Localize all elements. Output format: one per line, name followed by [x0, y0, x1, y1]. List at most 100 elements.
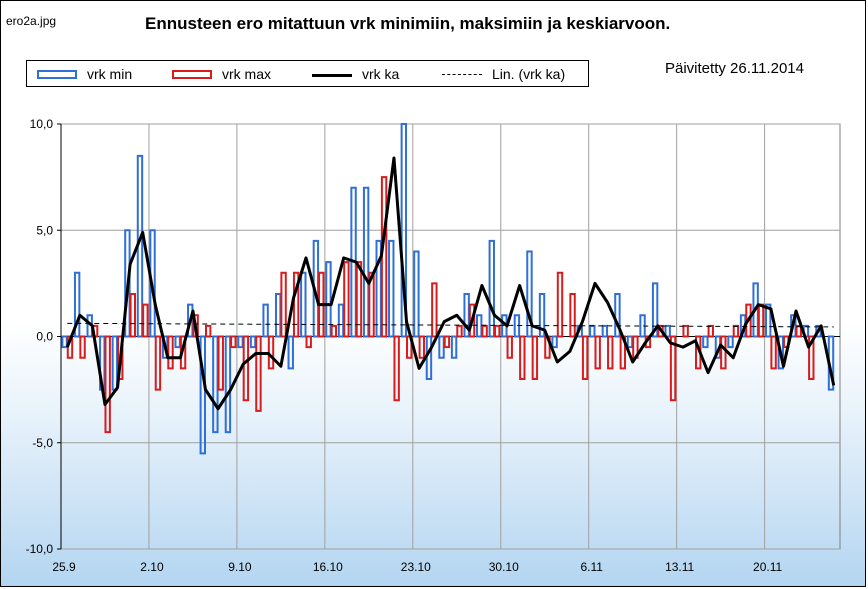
- bar-vrk-min: [325, 261, 332, 338]
- bar-vrk-min: [413, 250, 420, 338]
- bar-vrk-max: [167, 335, 174, 370]
- x-tick-label: 30.10: [489, 560, 519, 574]
- bar-vrk-max: [594, 335, 601, 370]
- bar-vrk-max: [393, 335, 400, 402]
- bar-vrk-max: [720, 335, 727, 370]
- bar-vrk-max: [217, 335, 224, 391]
- legend-swatch-vrk-min: [37, 70, 77, 79]
- bar-vrk-max: [204, 324, 212, 338]
- bar-vrk-max: [607, 335, 614, 370]
- legend-label-trend: Lin. (vrk ka): [492, 66, 566, 82]
- x-tick-label: 23.10: [401, 560, 431, 574]
- bar-vrk-max: [292, 271, 300, 338]
- bar-vrk-min: [161, 335, 169, 359]
- bar-vrk-max: [355, 261, 363, 338]
- line-vrk-ka: [65, 156, 836, 411]
- legend-label-vrk-ka: vrk ka: [362, 66, 400, 82]
- bar-vrk-min: [764, 303, 772, 338]
- bar-vrk-max: [154, 335, 162, 391]
- bar-vrk-min: [274, 293, 282, 338]
- x-tick-label: 16.10: [313, 560, 343, 574]
- bar-vrk-max: [431, 282, 438, 338]
- bar-vrk-min: [463, 293, 470, 338]
- bar-vrk-min: [526, 250, 533, 338]
- bar-vrk-max: [808, 335, 815, 380]
- x-tick-label: 25.9: [52, 560, 76, 574]
- bar-vrk-max: [468, 303, 476, 338]
- bar-vrk-max: [267, 335, 275, 370]
- bar-vrk-min: [224, 335, 232, 434]
- bar-vrk-max: [443, 335, 451, 349]
- bar-vrk-max: [343, 261, 350, 338]
- legend-label-vrk-min: vrk min: [87, 66, 133, 82]
- bar-vrk-min: [538, 293, 546, 338]
- bar-vrk-min: [727, 335, 734, 349]
- bar-vrk-max: [305, 335, 312, 349]
- bar-vrk-min: [212, 335, 219, 434]
- bar-vrk-max: [707, 324, 714, 338]
- bar-vrk-min: [249, 335, 257, 349]
- bar-vrk-min: [488, 239, 495, 338]
- bar-vrk-min: [589, 324, 596, 338]
- legend-line-vrk-ka: [312, 74, 352, 77]
- legend: vrk min vrk max vrk ka Lin. (vrk ka): [26, 60, 589, 87]
- file-label: ero2a.jpg: [6, 14, 57, 28]
- legend-label-vrk-max: vrk max: [222, 66, 271, 82]
- bar-vrk-max: [669, 335, 677, 402]
- y-tick-label: 5,0: [36, 223, 53, 237]
- bar-vrk-max: [330, 324, 338, 338]
- bar-vrk-max: [129, 293, 137, 338]
- bar-vrk-min: [438, 335, 445, 359]
- bar-vrk-max: [368, 271, 375, 338]
- bar-vrk-min: [777, 335, 784, 370]
- bar-vrk-min: [425, 335, 433, 380]
- bar-vrk-min: [815, 324, 822, 338]
- bar-vrk-max: [581, 335, 589, 380]
- bar-vrk-min: [61, 335, 68, 349]
- bar-vrk-min: [73, 271, 81, 338]
- bar-vrk-min: [450, 335, 458, 359]
- bar-vrk-min: [237, 335, 244, 349]
- y-tick-label: -5,0: [32, 436, 53, 450]
- bar-vrk-max: [569, 293, 576, 338]
- bar-vrk-min: [651, 282, 659, 338]
- bar-vrk-max: [418, 335, 425, 359]
- bar-vrk-min: [300, 271, 307, 338]
- bar-vrk-max: [757, 303, 765, 338]
- bar-vrk-max: [732, 324, 740, 338]
- bar-vrk-min: [400, 123, 408, 338]
- legend-swatch-vrk-max: [172, 70, 212, 79]
- bar-vrk-max: [79, 335, 86, 359]
- x-tick-label: 9.10: [228, 560, 252, 574]
- bar-vrk-min: [337, 303, 345, 338]
- bar-vrk-min: [702, 335, 709, 349]
- bar-vrk-min: [199, 335, 206, 455]
- y-tick-label: -10,0: [26, 542, 54, 556]
- bar-vrk-min: [111, 335, 119, 391]
- bar-vrk-max: [242, 335, 250, 402]
- bar-vrk-min: [551, 335, 558, 349]
- bar-vrk-max: [795, 324, 802, 338]
- bar-vrk-min: [362, 186, 370, 338]
- bar-vrk-max: [531, 335, 539, 380]
- bar-vrk-max: [104, 335, 111, 434]
- x-tick-label: 6.11: [580, 560, 603, 574]
- bar-vrk-min: [601, 324, 609, 338]
- bar-vrk-min: [388, 239, 395, 338]
- bar-vrk-max: [519, 335, 526, 380]
- bar-vrk-max: [481, 324, 488, 338]
- x-tick-label: 2.10: [140, 560, 164, 574]
- trend-line: [67, 322, 834, 328]
- bar-vrk-min: [287, 335, 294, 370]
- bar-vrk-min: [375, 239, 382, 338]
- bar-vrk-min: [476, 314, 483, 338]
- bar-vrk-min: [626, 335, 634, 349]
- x-tick-label: 13.11: [665, 560, 694, 574]
- updated-date: Päivitetty 26.11.2014: [665, 60, 804, 77]
- bar-vrk-max: [142, 303, 149, 338]
- x-tick-label: 20.11: [753, 560, 782, 574]
- bar-vrk-max: [255, 335, 262, 412]
- bar-vrk-min: [664, 324, 671, 338]
- bar-vrk-max: [506, 335, 513, 359]
